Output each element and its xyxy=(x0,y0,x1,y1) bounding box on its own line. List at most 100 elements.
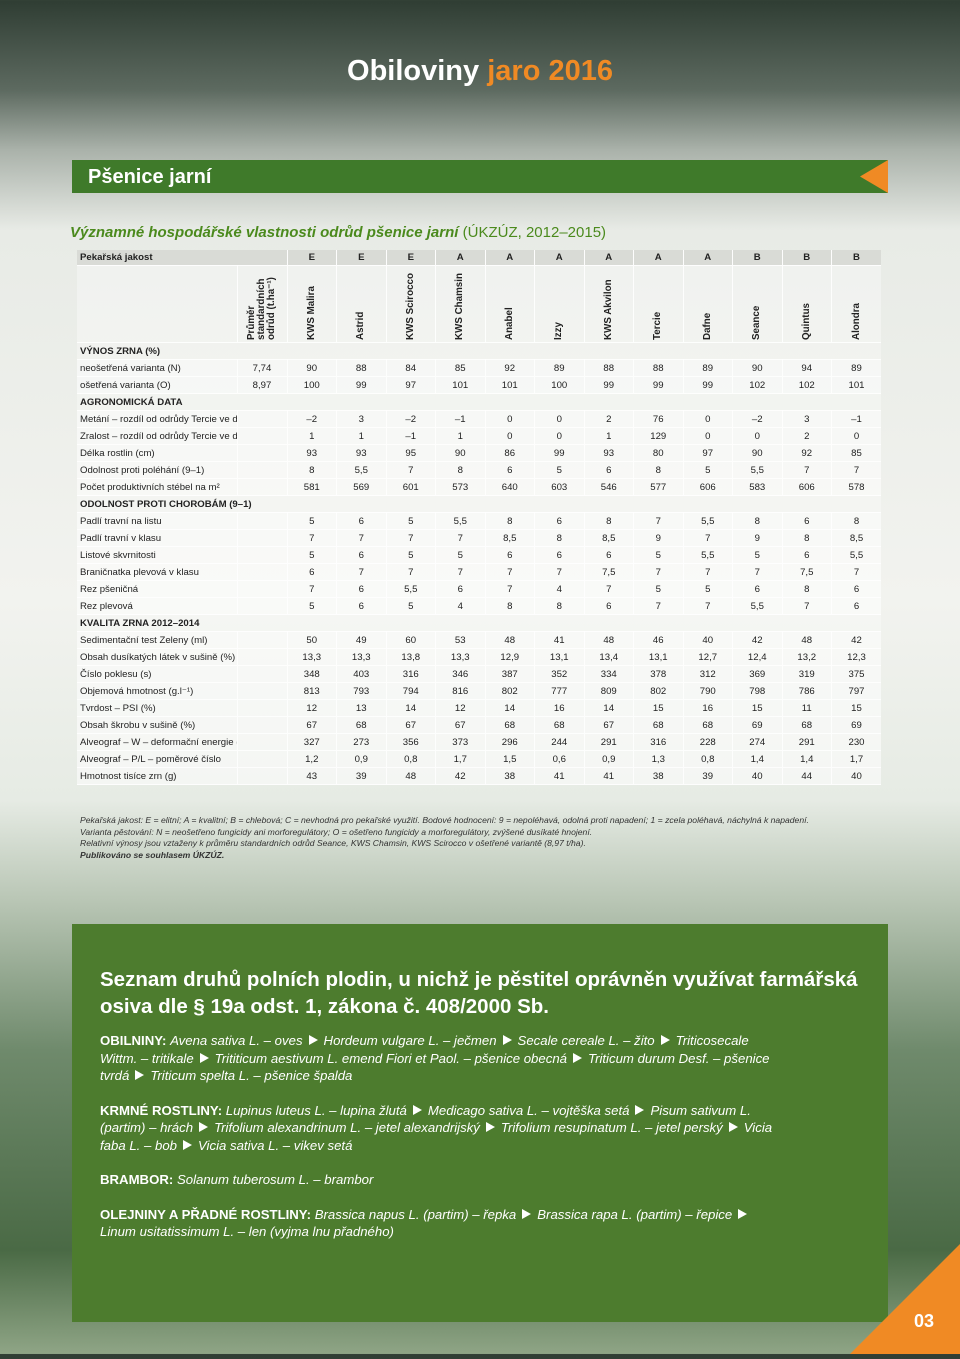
quality-label: Pekařská jakost xyxy=(77,250,288,266)
quality-cell: E xyxy=(286,250,337,266)
row-label: Objemová hmotnost (g.l⁻¹) xyxy=(77,682,237,700)
avg-cell xyxy=(236,546,288,564)
value-cell: 88 xyxy=(583,359,634,377)
value-cell: 790 xyxy=(682,682,733,700)
value-cell: 1 xyxy=(286,427,337,445)
group: KRMNÉ ROSTLINY: Lupinus luteus L. – lupi… xyxy=(100,1102,780,1155)
value-cell: 0,9 xyxy=(583,750,634,768)
row-label: Tvrdost – PSI (%) xyxy=(77,699,237,717)
data-row: Braničnatka plevová v klasu 6 7 7 7 7 7 7,5 7 7 7 7… xyxy=(77,563,882,581)
group-label: OLEJNINY A PŘADNÉ ROSTLINY: xyxy=(100,1206,312,1222)
value-cell: 50 xyxy=(286,631,337,649)
value-cell: 1 xyxy=(336,427,387,445)
value-cell: 88 xyxy=(633,359,684,377)
page-corner: 03 xyxy=(850,1244,960,1354)
value-cell: 573 xyxy=(435,478,486,496)
value-cell: 38 xyxy=(633,767,684,785)
data-row: Objemová hmotnost (g.l⁻¹) 813 793 794 816 802… xyxy=(77,682,882,700)
variety-name: Izzy xyxy=(553,322,565,340)
section-bar: Pšenice jarní xyxy=(72,160,888,193)
value-cell: 316 xyxy=(633,733,684,751)
separator-triangle xyxy=(502,1035,512,1045)
value-cell: 85 xyxy=(831,444,882,462)
data-row: Zralost – rozdíl od odrůdy Tercie ve dne… xyxy=(77,427,882,445)
value-cell: 793 xyxy=(336,682,387,700)
crop-item: Trifolium resupinatum L. – jetel perský xyxy=(500,1120,723,1135)
value-cell: 14 xyxy=(484,699,535,717)
data-row: Padlí travní v klasu 7 7 7 7 8,5 8 8,5 9 7 9 8 8,5 xyxy=(77,529,882,547)
value-cell: 5 xyxy=(385,512,436,530)
variety-name: Seance xyxy=(751,305,763,340)
header-cell: Seance xyxy=(732,265,783,343)
data-row: ošetřená varianta (O) 8,97 100 99 97 101 101 10… xyxy=(77,376,882,394)
quality-cell: A xyxy=(484,250,535,266)
value-cell: 6 xyxy=(781,512,832,530)
crop-item: Trititicum aestivum L. emend Fiori et Pa… xyxy=(214,1050,567,1066)
value-cell: 68 xyxy=(633,716,684,734)
subtitle-source: (ÚKZÚZ, 2012–2015) xyxy=(462,224,607,241)
variety-name: Alondra xyxy=(850,302,862,340)
separator-triangle xyxy=(485,1122,495,1132)
value-cell: 94 xyxy=(781,359,832,377)
value-cell: 7 xyxy=(484,580,535,598)
footnotes: Pekařská jakost: E = elitní; A = kvalitn… xyxy=(80,815,880,861)
quality-cell: A xyxy=(682,250,733,266)
value-cell: 7 xyxy=(682,529,733,547)
value-cell: 48 xyxy=(781,631,832,649)
value-cell: 794 xyxy=(385,682,436,700)
value-cell: 0 xyxy=(534,427,585,445)
value-cell: 1,4 xyxy=(781,750,832,768)
value-cell: 5,5 xyxy=(435,512,486,530)
value-cell: 7 xyxy=(385,563,436,581)
value-cell: 8 xyxy=(583,512,634,530)
data-row: Rez pšeničná 7 6 5,5 6 7 4 7 5 5 6 8 6 xyxy=(77,580,882,598)
value-cell: 69 xyxy=(831,716,882,734)
value-cell: 1,5 xyxy=(484,750,535,768)
value-cell: 99 xyxy=(583,376,634,394)
quality-cell: A xyxy=(633,250,684,266)
value-cell: 348 xyxy=(286,665,337,683)
value-cell: 92 xyxy=(484,359,535,377)
value-cell: 7 xyxy=(583,580,634,598)
value-cell: 68 xyxy=(682,716,733,734)
value-cell: 581 xyxy=(286,478,337,496)
value-cell: 101 xyxy=(831,376,882,394)
value-cell: 40 xyxy=(831,767,882,785)
value-cell: 13,1 xyxy=(633,648,684,666)
value-cell: 60 xyxy=(385,631,436,649)
value-cell: 44 xyxy=(781,767,832,785)
crop-item: Medicago sativa L. – vojtěška setá xyxy=(427,1102,630,1118)
avg-cell xyxy=(236,716,288,734)
value-cell: 7,5 xyxy=(781,563,832,581)
value-cell: 13,2 xyxy=(781,648,832,666)
page-number: 03 xyxy=(913,1311,934,1331)
value-cell: 13 xyxy=(336,699,387,717)
separator-triangle xyxy=(199,1122,209,1132)
value-cell: 5 xyxy=(385,546,436,564)
section-title: AGRONOMICKÁ DATA xyxy=(77,393,882,411)
value-cell: 5 xyxy=(385,597,436,615)
data-row: Alveograf – P/L – poměrové číslo 1,2 0,9 0,… xyxy=(77,750,882,768)
value-cell: 7 xyxy=(682,597,733,615)
separator-triangle xyxy=(183,1139,192,1150)
value-cell: 48 xyxy=(484,631,535,649)
value-cell: 798 xyxy=(732,682,783,700)
avg-cell xyxy=(236,665,288,683)
quality-cell: A xyxy=(583,250,634,266)
value-cell: –2 xyxy=(286,410,337,428)
crop-item: Pisum sativum L. (partim) – hrách xyxy=(100,1102,751,1136)
value-cell: 5 xyxy=(534,461,585,479)
value-cell: 9 xyxy=(633,529,684,547)
variety-name: Anabel xyxy=(503,307,515,340)
value-cell: 4 xyxy=(534,580,585,598)
value-cell: 7 xyxy=(385,529,436,547)
crop-item: Triticum spelta L. – pšenice špalda xyxy=(150,1068,353,1083)
value-cell: 90 xyxy=(732,359,783,377)
value-cell: 6 xyxy=(831,597,882,615)
value-cell: 5 xyxy=(682,461,733,479)
value-cell: 1 xyxy=(435,427,486,445)
value-cell: 7 xyxy=(682,563,733,581)
header-cell: Tercie xyxy=(633,265,684,343)
value-cell: 67 xyxy=(583,716,634,734)
